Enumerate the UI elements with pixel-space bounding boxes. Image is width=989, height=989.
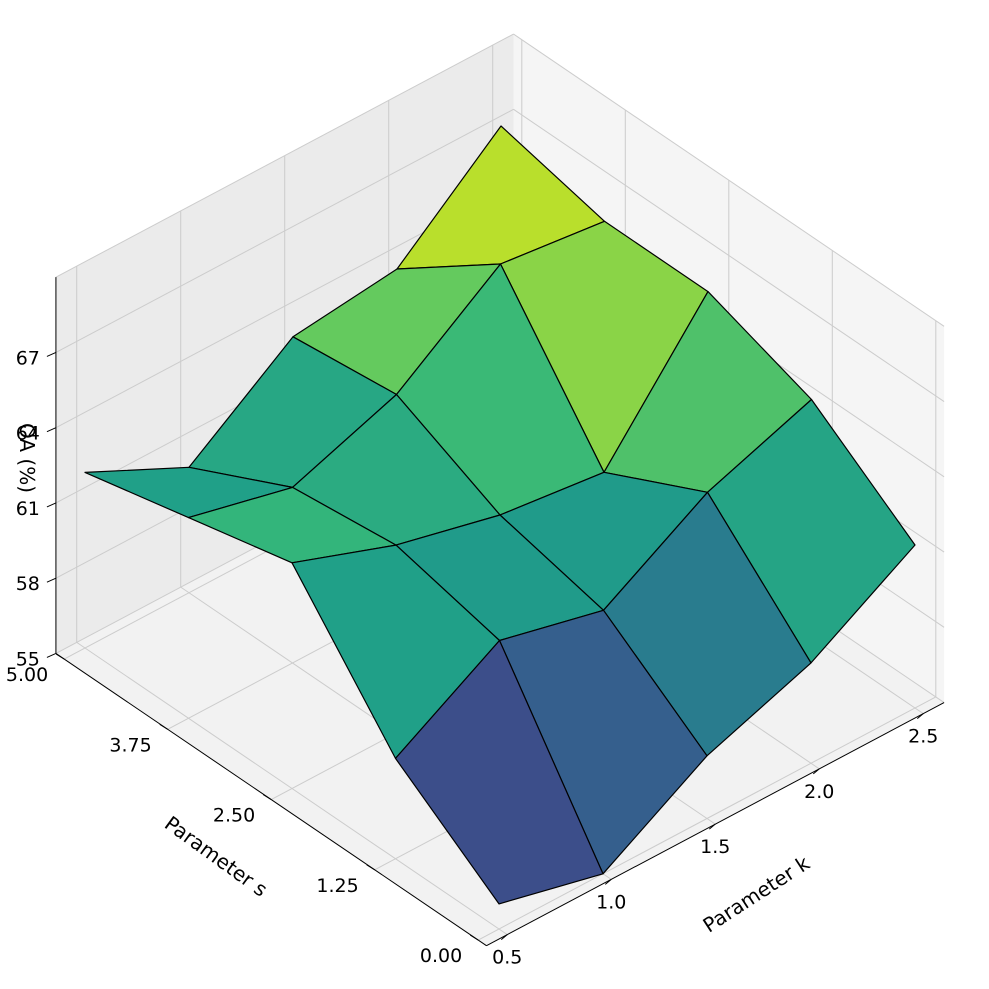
y-tick-label: 0.00 bbox=[420, 945, 462, 967]
z-tick-label: 61 bbox=[16, 498, 40, 520]
wall-grid-line-z bbox=[513, 33, 945, 327]
z-tick-mark bbox=[46, 577, 57, 583]
x-tick-label: 0.5 bbox=[492, 947, 522, 969]
wall-grid-line-z bbox=[55, 108, 514, 353]
floor-grid-line-s bbox=[477, 696, 937, 941]
z-axis-title: OA (%) bbox=[15, 423, 39, 493]
surface bbox=[84, 125, 916, 905]
z-tick-mark bbox=[46, 427, 57, 433]
surface-patch bbox=[394, 639, 604, 905]
x-tick-mark bbox=[812, 768, 820, 775]
z-tick-label: 64 bbox=[16, 423, 40, 445]
z-tick-mark bbox=[46, 351, 57, 357]
y-tick-label: 1.25 bbox=[316, 875, 358, 897]
y-tick-label: 3.75 bbox=[109, 734, 151, 756]
y-tick-mark bbox=[469, 934, 479, 941]
y-tick-mark bbox=[366, 864, 375, 871]
y-tick-mark bbox=[262, 794, 272, 800]
y-tick-mark bbox=[159, 723, 168, 730]
z-tick-label: 58 bbox=[16, 573, 40, 595]
z-tick-mark bbox=[46, 502, 57, 508]
y-tick-label: 5.00 bbox=[6, 664, 48, 686]
x-tick-label: 1.5 bbox=[700, 836, 730, 858]
z-tick-label: 55 bbox=[16, 648, 40, 670]
z-tick-label: 67 bbox=[16, 347, 40, 369]
x-tick-mark bbox=[916, 713, 924, 720]
x-tick-label: 2.0 bbox=[804, 781, 834, 803]
x-tick-mark bbox=[604, 878, 612, 885]
x-axis-title: Parameter k bbox=[698, 851, 814, 938]
x-tick-label: 1.0 bbox=[596, 891, 626, 913]
wall-grid-line-z bbox=[55, 33, 514, 278]
y-tick-mark bbox=[55, 653, 65, 660]
x-tick-mark bbox=[500, 934, 508, 941]
y-tick-label: 2.50 bbox=[213, 805, 255, 827]
wall-grid-line-z bbox=[513, 108, 945, 402]
x-tick-label: 2.5 bbox=[908, 726, 938, 748]
z-tick-mark bbox=[46, 652, 57, 658]
x-tick-mark bbox=[708, 823, 716, 830]
